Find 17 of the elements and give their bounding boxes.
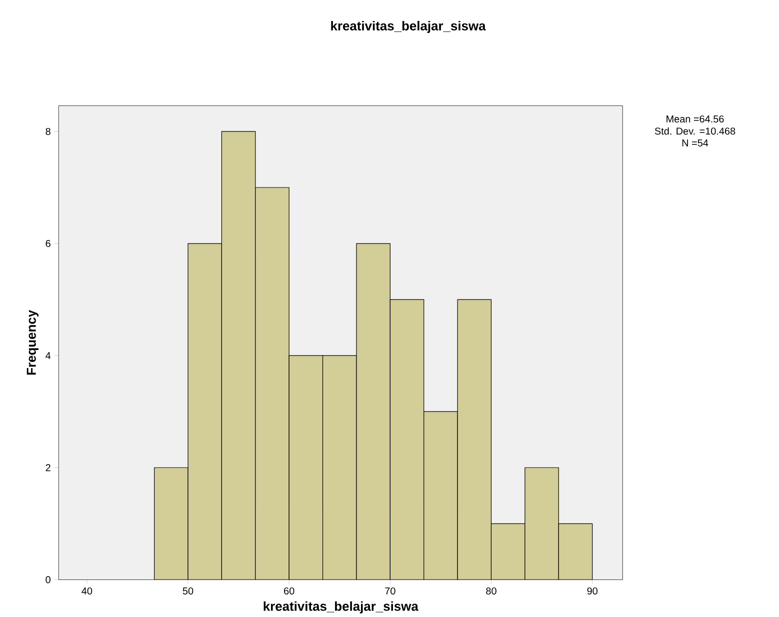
text: Mean =64.56 [666,116,724,123]
x-tick-label: 90 [587,588,598,595]
y-tick-label: 8 [46,128,50,136]
x-axis-title: kreativitas_belajar_siswa [264,601,418,614]
x-tick-label: 70 [385,588,396,595]
y-tick-label: 2 [46,464,50,472]
chart-title: kreativitas_belajar_siswa [331,21,486,34]
y-axis-title: Frequency [26,310,38,375]
text: Std. Dev. =10.468 [654,127,736,135]
x-tick-label: 80 [486,588,496,595]
text: N =54 [682,140,708,147]
x-tick-label: 40 [82,588,92,595]
x-tick-label: 60 [284,588,294,595]
y-tick-label: 4 [46,352,51,360]
y-tick-label: 6 [46,240,50,248]
x-tick-label: 50 [182,588,194,595]
y-tick-label: 0 [46,576,50,584]
